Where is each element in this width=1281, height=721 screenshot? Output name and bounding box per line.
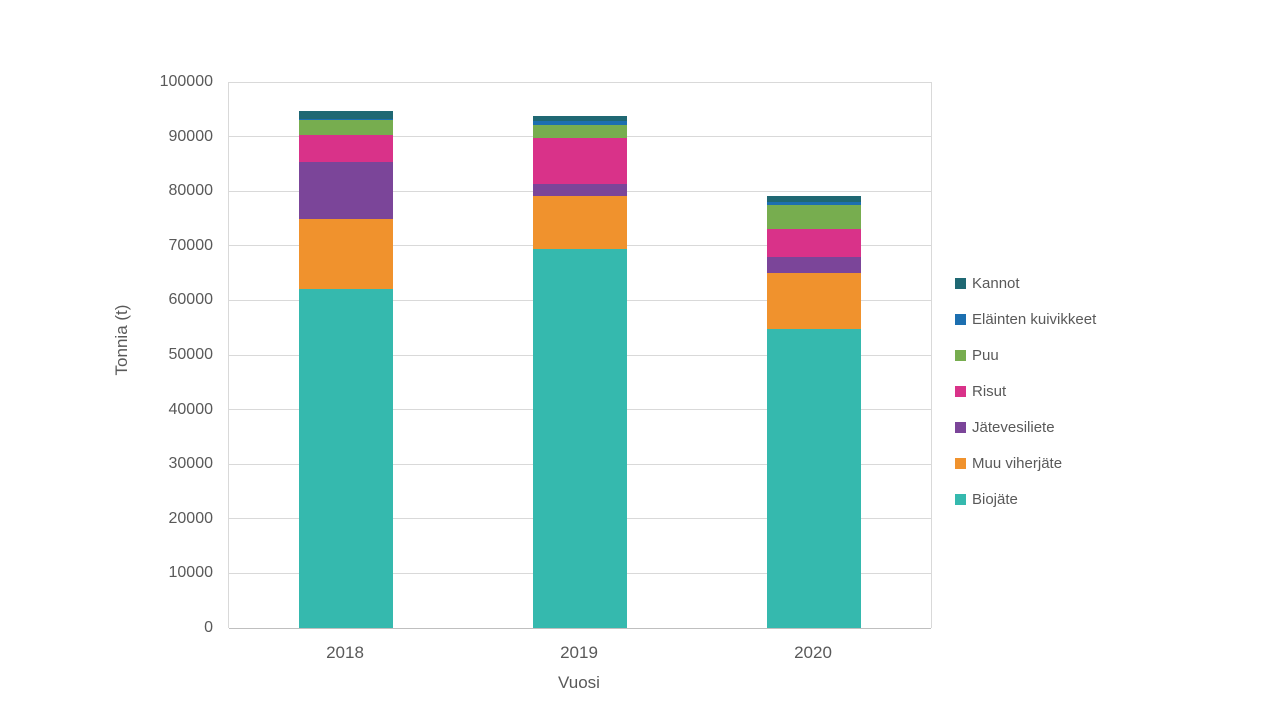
stacked-bar-2020: [767, 195, 861, 628]
legend-label: Kannot: [972, 274, 1020, 292]
legend-label: Jätevesiliete: [972, 418, 1055, 436]
bar-segment-2019-Eläinten kuivikkeet: [533, 121, 627, 125]
x-tick-label-2018: 2018: [326, 643, 364, 662]
x-axis-line: [229, 628, 931, 629]
legend-swatch-icon: [955, 349, 966, 361]
y-tick-label: 70000: [168, 236, 214, 254]
y-tick-label: 30000: [168, 455, 214, 473]
stacked-bar-2019: [533, 116, 627, 628]
legend-item-Biojäte: Biojäte: [955, 481, 1096, 517]
legend: Kannot Eläinten kuivikkeet Puu Risut Jäteves…: [955, 265, 1096, 517]
legend-label: Muu viherjäte: [972, 454, 1063, 472]
bar-segment-2020-Puu: [767, 205, 861, 229]
legend-label: Eläinten kuivikkeet: [972, 310, 1097, 328]
bar-segment-2018-Puu: [299, 119, 393, 135]
legend-item-Jätevesiliete: Jätevesiliete: [955, 409, 1096, 445]
legend-swatch-icon: [955, 421, 966, 433]
y-tick-label: 100000: [159, 73, 213, 90]
bar-segment-2019-Biojäte: [533, 248, 627, 628]
plot-area: [228, 81, 932, 629]
bar-segment-2020-Jätevesiliete: [767, 257, 861, 273]
legend-label: Risut: [972, 382, 1007, 400]
bar-segment-2019-Muu viherjäte: [533, 196, 627, 249]
legend-swatch-icon: [955, 385, 966, 397]
y-tick-label: 60000: [168, 291, 214, 309]
bar-segment-2018-Eläinten kuivikkeet: [299, 118, 393, 120]
bar-segment-2018-Risut: [299, 134, 393, 162]
legend-item-Risut: Risut: [955, 373, 1096, 409]
bar-segment-2019-Kannot: [533, 116, 627, 122]
legend-item-Eläinten kuivikkeet: Eläinten kuivikkeet: [955, 301, 1096, 337]
legend-swatch-icon: [955, 457, 966, 469]
x-axis-title: Vuosi: [558, 673, 600, 692]
y-tick-label: 20000: [168, 509, 214, 527]
y-tick-label: 50000: [168, 346, 214, 363]
legend-item-Kannot: Kannot: [955, 265, 1096, 301]
bar-segment-2019-Risut: [533, 137, 627, 184]
x-tick-label-2019: 2019: [560, 643, 598, 662]
legend-label: Biojäte: [972, 490, 1018, 508]
y-tick-label: 0: [204, 619, 213, 636]
bar-segment-2019-Jätevesiliete: [533, 183, 627, 197]
bar-segment-2020-Muu viherjäte: [767, 272, 861, 330]
gridline: [229, 81, 931, 83]
bar-segment-2020-Eläinten kuivikkeet: [767, 201, 861, 206]
legend-label: Puu: [972, 346, 999, 364]
bar-segment-2018-Kannot: [299, 110, 393, 119]
bar-segment-2019-Puu: [533, 124, 627, 138]
legend-swatch-icon: [955, 277, 966, 289]
y-tick-label: 40000: [168, 400, 214, 418]
bar-segment-2018-Biojäte: [299, 288, 393, 628]
bar-segment-2018-Jätevesiliete: [299, 161, 393, 219]
stacked-bar-2018: [299, 110, 393, 628]
x-tick-label-2020: 2020: [794, 643, 832, 662]
bar-segment-2020-Biojäte: [767, 329, 861, 628]
y-tick-label: 90000: [168, 127, 214, 145]
bar-segment-2018-Muu viherjäte: [299, 218, 393, 289]
legend-item-Muu viherjäte: Muu viherjäte: [955, 445, 1096, 481]
bar-segment-2020-Risut: [767, 228, 861, 258]
y-axis-tick-labels: 0 10000 20000 30000 40000 50000 60000 70000 8000…: [100, 73, 214, 636]
legend-swatch-icon: [955, 493, 966, 505]
bar-segment-2020-Kannot: [767, 195, 861, 202]
y-tick-label: 10000: [168, 564, 214, 582]
y-tick-label: 80000: [168, 182, 214, 200]
legend-swatch-icon: [955, 313, 966, 325]
legend-item-Puu: Puu: [955, 337, 1096, 373]
